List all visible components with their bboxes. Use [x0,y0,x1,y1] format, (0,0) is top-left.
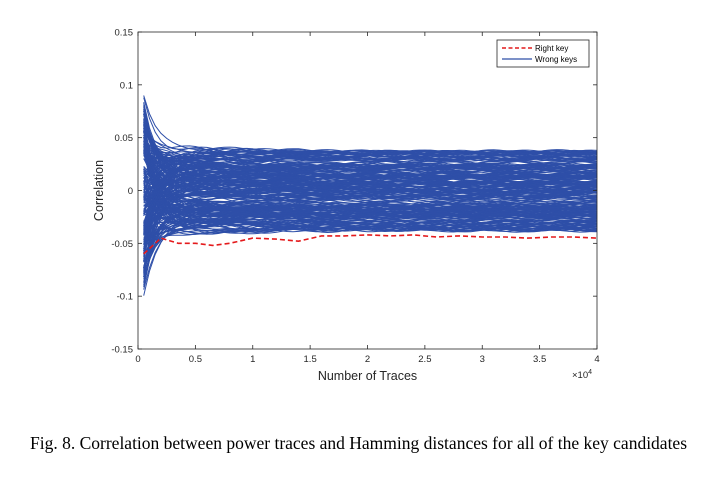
x-tick-labels: 0 0.5 1 1.5 2 2.5 3 3.5 4 [135,354,599,365]
figure-caption: Fig. 8. Correlation between power traces… [30,433,688,453]
wrong-key-curve [143,119,598,217]
wrong-key-curve [143,149,598,168]
wrong-key-curve [143,181,598,230]
tick-marks [137,31,598,350]
y-tick-label: -0.05 [111,239,133,250]
wrong-key-curve [143,124,598,211]
y-tick-label: 0.1 [120,80,133,91]
wrong-key-curve [143,127,598,229]
wrong-key-curve [143,121,598,201]
wrong-key-curve [143,95,598,154]
x-tick-label: 2 [365,354,370,365]
wrong-key-curve [143,147,598,194]
y-tick-label: 0.05 [115,133,134,144]
wrong-key-curve [143,161,598,184]
wrong-key-curve [143,164,598,201]
y-tick-label: 0.15 [115,28,134,39]
wrong-key-curve [143,147,598,158]
x-tick-label: 0 [135,354,140,365]
legend-box [496,39,590,68]
wrong-key-curve [143,172,598,190]
x-tick-label: 3.5 [533,354,546,365]
y-tick-label: -0.1 [117,292,133,303]
wrong-key-curve [143,143,598,183]
x-tick-label: 2.5 [418,354,431,365]
wrong-key-curve [143,166,598,229]
x-tick-label: 1.5 [304,354,317,365]
x-tick-label: 0.5 [189,354,202,365]
y-tick-labels: -0.15 -0.1 -0.05 0 0.05 0.1 0.15 [111,28,133,356]
wrong-key-curve [143,213,598,282]
right-key-line [143,234,598,255]
wrong-key-curve [143,97,598,157]
y-tick-label: -0.15 [111,345,133,356]
x-exponent-base: ×10 [572,370,588,381]
y-tick-label: 0 [128,186,133,197]
legend-wrong-keys-label: Wrong keys [535,55,577,64]
wrong-key-curve [143,171,598,192]
x-tick-label: 3 [480,354,485,365]
wrong-key-curve [143,162,598,197]
wrong-keys-lines [143,95,598,296]
x-tick-label: 1 [250,354,255,365]
wrong-key-curve [143,175,598,198]
wrong-key-curve [143,180,598,212]
x-axis-exponent: ×104 [572,369,592,381]
y-axis-label: Correlation [92,160,106,221]
x-tick-label: 4 [594,354,599,365]
wrong-key-curve [143,225,597,290]
wrong-key-curve [143,218,598,280]
wrong-key-curve [143,193,598,236]
wrong-key-curve [143,195,598,234]
wrong-key-curve [143,190,598,271]
wrong-key-curve [143,206,598,230]
legend-right-key-label: Right key [535,44,568,53]
wrong-key-curve [143,197,598,208]
wrong-key-curve [143,153,598,173]
wrong-key-curve [143,183,598,256]
x-axis-label: Number of Traces [318,369,417,383]
x-exponent-power: 4 [588,369,592,376]
legend: Right key Wrong keys [496,39,590,68]
wrong-key-curve [143,144,598,204]
wrong-key-curve [143,139,598,174]
